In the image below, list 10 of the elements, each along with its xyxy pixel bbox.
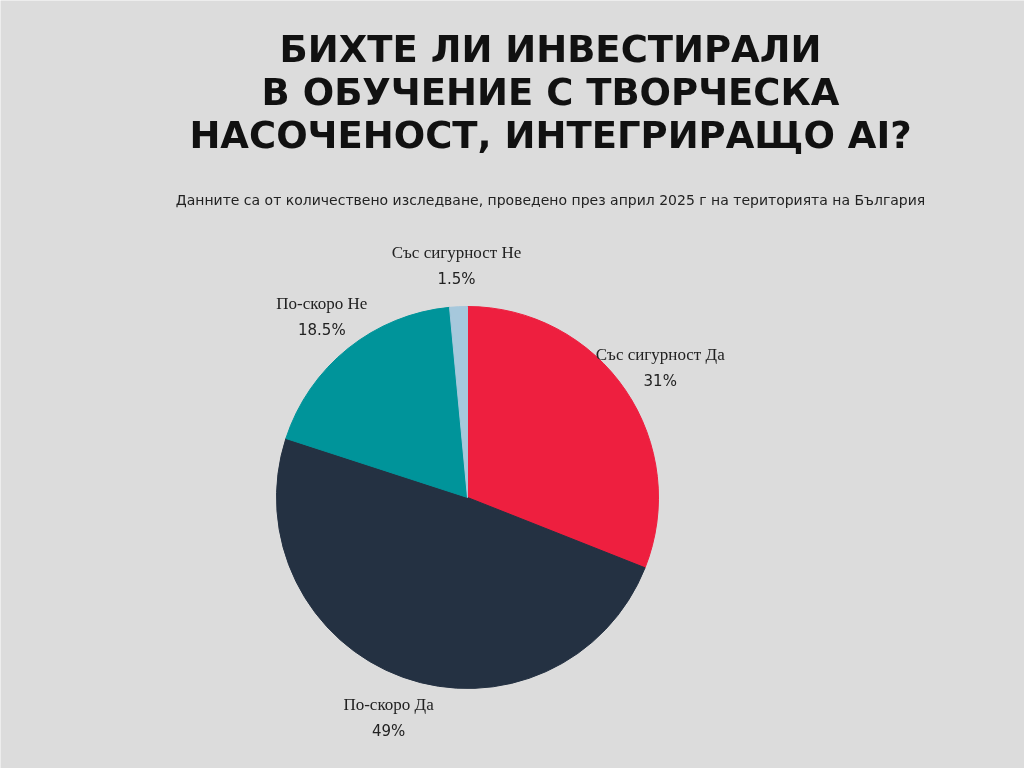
slice-label: Със сигурност Не (391, 243, 522, 263)
slice-label: По-скоро Да (343, 695, 435, 715)
slice-label: Със сигурност Да (595, 345, 726, 365)
data-label: 49% (371, 721, 406, 740)
slice-label: По-скоро Не (276, 294, 368, 314)
chart-title: БИХТЕ ЛИ ИНВЕСТИРАЛИ В ОБУЧЕНИЕ С ТВОРЧЕСКА НАСОЧЕНОСТ, ИНТЕГРИРАЩО AI? (189, 28, 912, 157)
data-label: 18.5% (297, 320, 346, 339)
data-label: 31% (643, 371, 677, 390)
data-label: 1.5% (437, 269, 476, 288)
chart-subtitle: Данните са от количествено изследване, проведено през април 2025 г на територията на България (175, 191, 926, 208)
